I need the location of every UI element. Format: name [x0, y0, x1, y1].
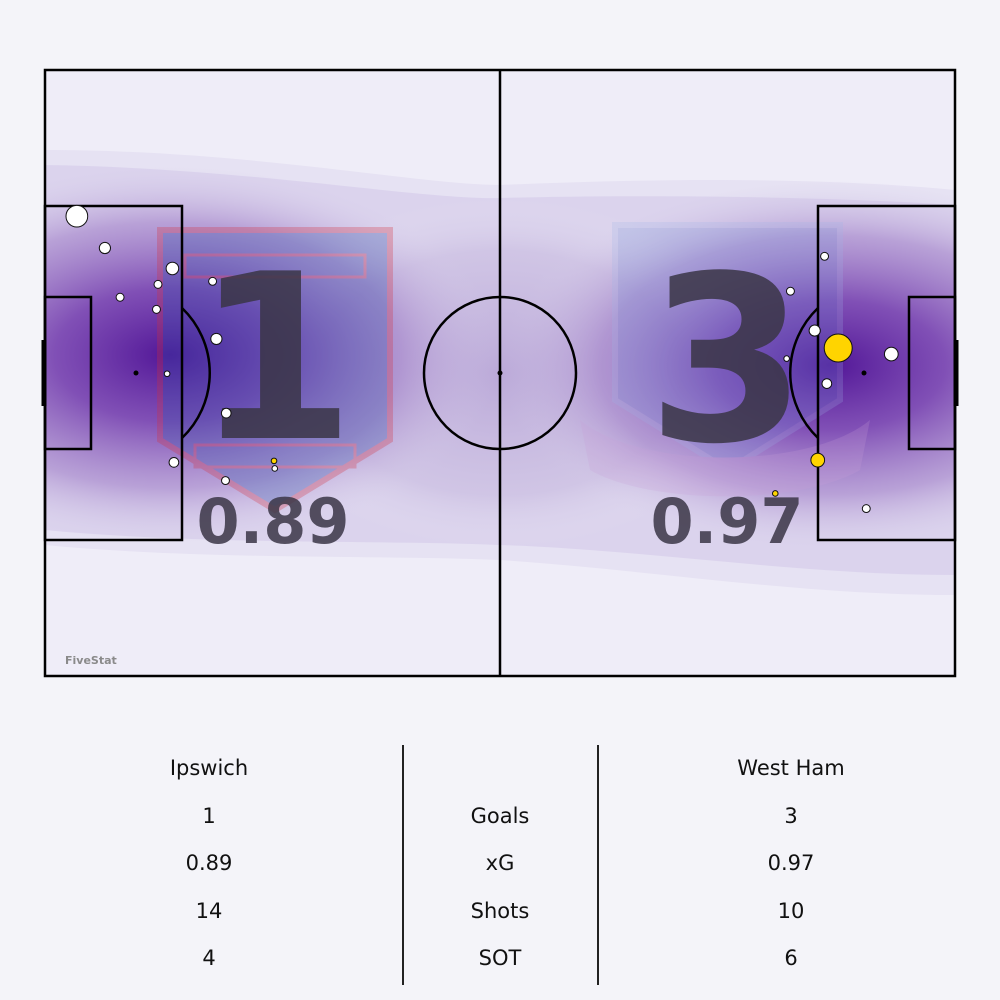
- away-xg-big: 0.97: [651, 485, 804, 558]
- home-shot-10: [210, 332, 223, 346]
- home-shots-value: 14: [195, 898, 223, 923]
- away-shot-2: [785, 286, 795, 296]
- home-shot-9: [208, 276, 218, 286]
- away-goals-big: 3: [647, 228, 807, 495]
- away-team-name: West Ham: [737, 756, 845, 780]
- home-shot-14: [271, 465, 279, 472]
- away-stats-column: West Ham 3 0.97 10 6: [691, 745, 891, 983]
- away-crest: [580, 222, 870, 497]
- table-divider-right: [597, 745, 599, 985]
- pitch-chart: 1 3 0.89 0.97 FiveStat: [41, 68, 959, 678]
- home-shot-3: [115, 292, 125, 302]
- home-shot-4: [152, 304, 161, 314]
- home-shot-12: [221, 476, 230, 486]
- home-shot-5: [153, 279, 163, 289]
- away-sot-value: 6: [784, 946, 798, 971]
- home-shot-13: [270, 457, 278, 465]
- home-shot-8: [163, 370, 171, 378]
- label-sot: SOT: [478, 946, 522, 971]
- stat-labels-column: Goals xG Shots SOT: [400, 745, 600, 983]
- away-shot-9: [771, 490, 779, 497]
- away-goals-value: 3: [784, 803, 798, 828]
- label-xg: xG: [485, 851, 515, 876]
- away-penalty-spot: [861, 370, 867, 376]
- home-shot-7: [168, 457, 180, 468]
- home-sot-value: 4: [202, 946, 216, 971]
- home-xg-big: 0.89: [197, 485, 350, 558]
- home-xg-value: 0.89: [185, 851, 233, 876]
- away-shot-1: [820, 251, 830, 261]
- home-penalty-spot: [133, 370, 139, 376]
- away-shot-6: [883, 346, 899, 362]
- home-goals-big: 1: [195, 226, 355, 493]
- home-goals-value: 1: [202, 803, 216, 828]
- away-shot-10: [861, 504, 871, 514]
- table-divider-left: [402, 745, 404, 985]
- home-shot-1: [65, 204, 89, 228]
- label-header-blank: [400, 745, 600, 793]
- label-shots: Shots: [470, 898, 530, 923]
- away-shot-8: [810, 452, 826, 468]
- label-goals: Goals: [470, 803, 530, 828]
- home-team-name: Ipswich: [169, 756, 249, 780]
- away-shots-value: 10: [777, 898, 805, 923]
- home-shot-11: [220, 407, 232, 419]
- match-stats-table: Ipswich 1 0.89 14 4 Goals xG Shots SOT W…: [0, 745, 1000, 985]
- pitch-lines: [41, 68, 959, 678]
- home-shot-2: [98, 241, 112, 255]
- away-xg-value: 0.97: [767, 851, 815, 876]
- home-shot-6: [165, 261, 180, 276]
- away-shot-4: [783, 355, 790, 362]
- shot-markers: [65, 204, 899, 514]
- home-stats-column: Ipswich 1 0.89 14 4: [109, 745, 309, 983]
- watermark: FiveStat: [65, 654, 117, 667]
- away-shot-3: [808, 324, 821, 337]
- centre-spot: [497, 370, 503, 376]
- away-shot-5: [823, 333, 853, 363]
- away-shot-7: [821, 378, 833, 389]
